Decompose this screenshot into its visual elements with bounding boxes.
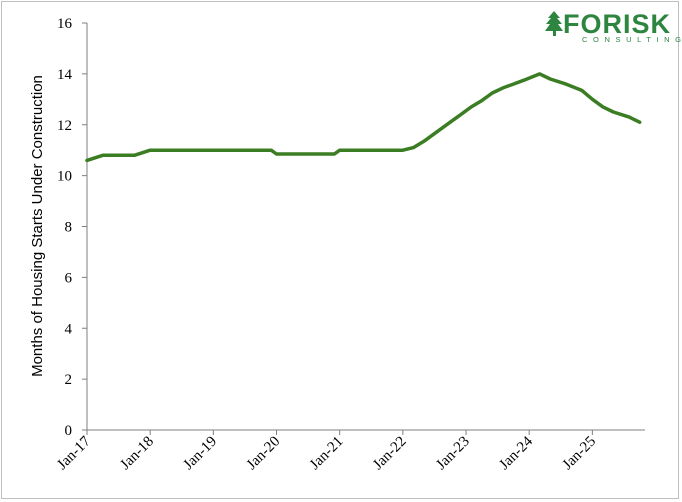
y-tick-label: 8 [65, 220, 73, 236]
y-tick-label: 16 [57, 16, 73, 32]
x-axis: Jan-17 Jan-18 Jan-19 Jan-20 Jan-21 Jan-22 Jan-… [54, 429, 645, 474]
y-tick-label: 4 [65, 321, 73, 337]
logo-name: FORISK [563, 9, 671, 39]
x-tick-label: Jan-24 [496, 433, 536, 473]
y-tick-label: 6 [65, 270, 73, 286]
x-tick-label: Jan-20 [244, 434, 284, 474]
x-tick-label: Jan-21 [307, 434, 347, 474]
y-axis-label: Months of Housing Starts Under Construct… [29, 75, 46, 377]
y-tick-label: 14 [57, 67, 73, 83]
series-layer [85, 72, 642, 163]
forisk-logo: FORISK CONSULTING [545, 9, 682, 44]
x-tick-label: Jan-25 [560, 434, 600, 474]
logo-subtitle: CONSULTING [582, 35, 682, 44]
x-tick-label: Jan-23 [433, 434, 473, 474]
y-tick-label: 0 [65, 423, 73, 439]
y-tick-label: 12 [57, 118, 72, 134]
x-tick-label: Jan-18 [117, 434, 157, 474]
y-tick-label: 2 [65, 372, 73, 388]
x-tick-label: Jan-17 [54, 433, 94, 473]
y-axis: 0 2 4 6 8 10 12 14 16 [57, 16, 88, 439]
series-line [85, 72, 642, 163]
x-tick-label: Jan-22 [370, 434, 410, 474]
x-tick-label: Jan-19 [181, 434, 221, 474]
y-tick-label: 10 [57, 169, 72, 185]
pine-tree-icon [545, 11, 563, 36]
